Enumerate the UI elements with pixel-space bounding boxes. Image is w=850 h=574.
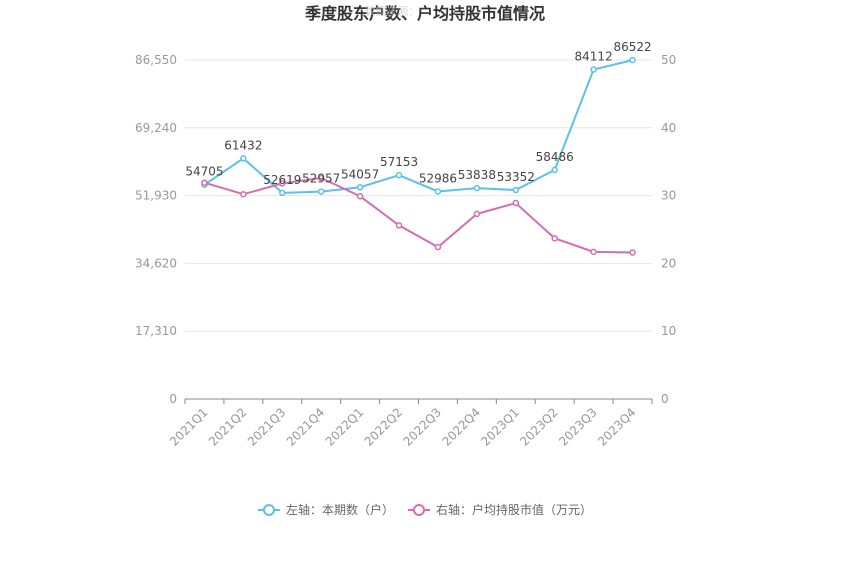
legend: 左轴：本期数（户） 右轴：户均持股市值（万元）	[258, 502, 592, 517]
x-tick-label: 2021Q2	[206, 405, 250, 449]
legend-marker	[413, 504, 425, 516]
data-point	[629, 249, 636, 256]
x-tick-label: 2021Q1	[167, 405, 211, 449]
x-tick-label: 2022Q3	[401, 405, 445, 449]
data-label: 52986	[419, 171, 457, 185]
legend-marker	[263, 504, 275, 516]
x-tick-label: 2021Q4	[284, 405, 328, 449]
series-line-1	[203, 59, 633, 194]
left-tick-label: 69,240	[135, 121, 177, 135]
watermark-text: 数据来源：	[365, 4, 420, 18]
data-label: 52957	[302, 172, 340, 186]
x-tick-label: 2022Q4	[439, 405, 483, 449]
data-point	[551, 235, 558, 242]
legend-label: 左轴：本期数（户）	[286, 502, 394, 517]
data-point	[279, 180, 286, 187]
legend-item-2[interactable]: 右轴：户均持股市值（万元）	[408, 502, 592, 517]
data-label: 84112	[575, 50, 613, 64]
data-label: 52619	[263, 173, 301, 187]
left-tick-label: 86,550	[135, 53, 177, 67]
x-tick-label: 2023Q2	[517, 405, 561, 449]
data-point	[317, 174, 325, 182]
data-point	[434, 188, 442, 195]
data-point	[551, 166, 558, 174]
x-tick-label: 2022Q1	[323, 405, 367, 449]
data-label: 54705	[185, 165, 223, 179]
data-point	[629, 56, 636, 64]
data-label: 86522	[613, 40, 651, 54]
series	[201, 56, 636, 256]
x-tick-label: 2023Q1	[478, 405, 522, 449]
data-point	[512, 199, 520, 207]
grid	[185, 59, 652, 332]
data-point	[395, 222, 403, 229]
data-point	[512, 186, 520, 194]
data-point	[473, 184, 481, 192]
chart-title: 季度股东户数、户均持股市值情况	[304, 4, 545, 23]
data-label: 54057	[341, 167, 379, 181]
data-label: 53352	[497, 170, 535, 184]
series-line-2	[204, 176, 633, 254]
data-point	[590, 248, 597, 256]
right-tick-label: 50	[661, 53, 676, 67]
left-tick-label: 51,930	[135, 189, 177, 203]
data-label: 61432	[224, 138, 262, 152]
x-tick-label: 2023Q3	[556, 405, 600, 449]
data-label: 53838	[458, 168, 496, 182]
data-point	[395, 171, 403, 179]
right-tick-label: 20	[661, 256, 676, 270]
data-point	[434, 243, 442, 251]
legend-label: 右轴：户均持股市值（万元）	[436, 502, 592, 517]
data-label: 57153	[380, 155, 418, 169]
x-tick-label: 2022Q2	[362, 405, 406, 449]
data-label: 58486	[536, 150, 574, 164]
data-point	[201, 179, 208, 186]
data-point	[240, 190, 247, 198]
x-tick-label: 2021Q3	[245, 405, 289, 449]
left-tick-label: 34,620	[135, 256, 177, 270]
data-point	[590, 66, 597, 73]
left-tick-label: 0	[169, 392, 177, 406]
right-tick-label: 30	[661, 189, 676, 203]
data-point	[473, 210, 481, 218]
x-tick-label: 2023Q4	[595, 405, 639, 449]
data-point	[317, 188, 325, 195]
data-point	[356, 193, 364, 200]
legend-item-1[interactable]: 左轴：本期数（户）	[258, 502, 394, 517]
data-point	[240, 155, 247, 162]
right-tick-label: 10	[661, 324, 676, 338]
right-tick-label: 0	[661, 392, 669, 406]
data-point	[279, 189, 286, 197]
data-point	[356, 184, 364, 191]
left-tick-label: 17,310	[135, 324, 177, 338]
right-tick-label: 40	[661, 121, 676, 135]
